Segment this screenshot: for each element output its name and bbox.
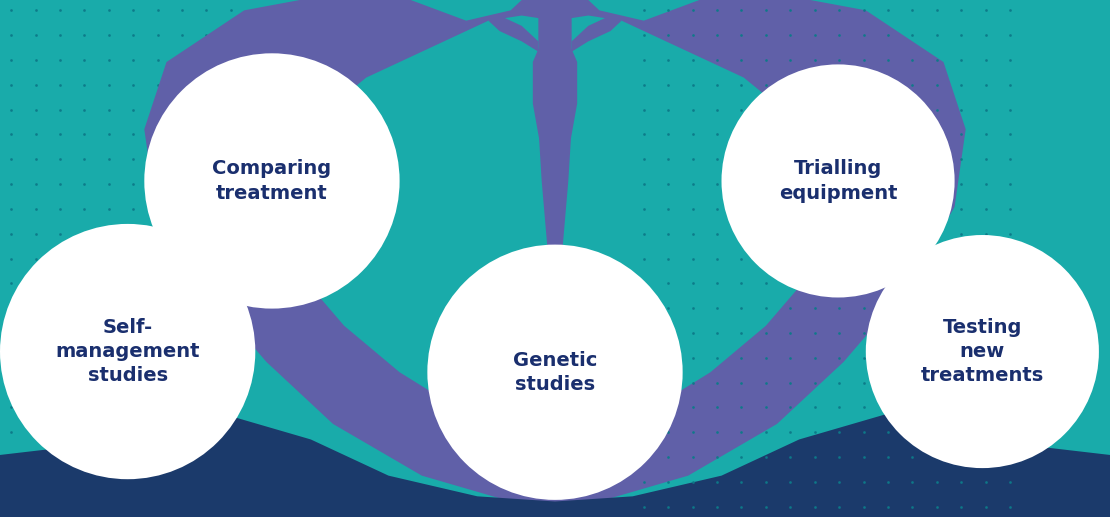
Polygon shape: [144, 0, 966, 507]
Polygon shape: [572, 16, 622, 52]
Text: Testing
new
treatments: Testing new treatments: [920, 318, 1045, 385]
Ellipse shape: [866, 235, 1099, 468]
Ellipse shape: [722, 65, 955, 297]
Text: Trialling
equipment: Trialling equipment: [779, 159, 897, 203]
Polygon shape: [488, 16, 538, 52]
Polygon shape: [555, 16, 832, 460]
Text: Genetic
studies: Genetic studies: [513, 351, 597, 394]
Ellipse shape: [144, 53, 400, 309]
Polygon shape: [538, 0, 572, 388]
Text: Self-
management
studies: Self- management studies: [56, 318, 200, 385]
Ellipse shape: [427, 245, 683, 500]
Ellipse shape: [0, 224, 255, 479]
Text: Comparing
treatment: Comparing treatment: [212, 159, 332, 203]
Polygon shape: [278, 16, 555, 460]
Polygon shape: [0, 414, 1110, 517]
